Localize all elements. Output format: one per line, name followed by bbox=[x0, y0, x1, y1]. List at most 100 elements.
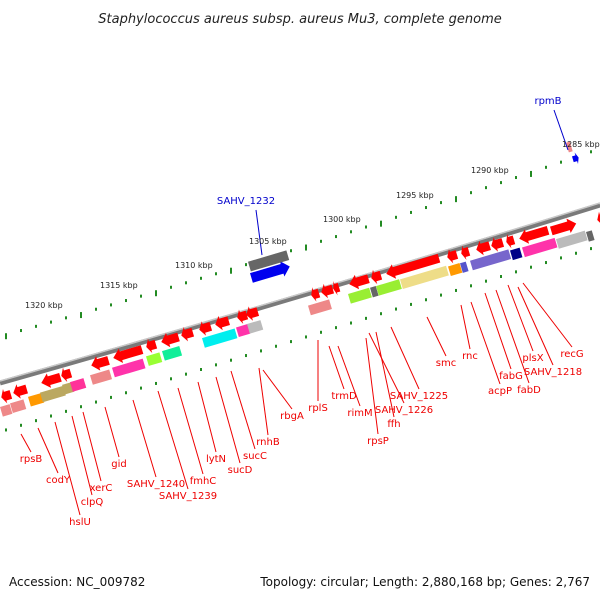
gene-label-rpsP[interactable]: rpsP bbox=[367, 436, 389, 447]
gene-arrow[interactable] bbox=[309, 286, 321, 303]
tick-mark bbox=[140, 294, 142, 298]
gene-arrow[interactable] bbox=[197, 319, 213, 337]
gene-arrow[interactable] bbox=[331, 280, 341, 296]
gene-box[interactable] bbox=[112, 358, 146, 378]
gene-box[interactable] bbox=[566, 141, 573, 153]
gene-arrow[interactable] bbox=[549, 216, 578, 238]
gene-box[interactable] bbox=[146, 352, 163, 366]
gene-label-rnhB[interactable]: rnhB bbox=[256, 437, 280, 448]
gene-label-rnc[interactable]: rnc bbox=[462, 351, 478, 362]
kbp-tick-ring bbox=[5, 150, 592, 432]
gene-arrow[interactable] bbox=[0, 387, 13, 404]
gene-arrow[interactable] bbox=[459, 244, 471, 261]
gene-arrow[interactable] bbox=[445, 247, 459, 264]
gene-label-acpP[interactable]: acpP bbox=[488, 386, 512, 397]
gene-box[interactable] bbox=[248, 250, 290, 272]
tick-mark bbox=[80, 405, 82, 409]
leader-line bbox=[553, 109, 569, 151]
gene-arrow[interactable] bbox=[504, 233, 516, 250]
gene-label-SAHV_1240[interactable]: SAHV_1240 bbox=[127, 479, 185, 490]
kbp-label: 1310 kbp bbox=[175, 261, 213, 270]
genome-backbone bbox=[0, 202, 600, 386]
gene-box[interactable] bbox=[348, 287, 372, 304]
kbp-label: 1290 kbp bbox=[471, 166, 509, 175]
gene-box[interactable] bbox=[162, 345, 183, 361]
gene-arrow[interactable] bbox=[179, 325, 195, 343]
gene-arrow[interactable] bbox=[384, 251, 441, 281]
gene-label-rpmB[interactable]: rpmB bbox=[534, 96, 561, 107]
tick-mark bbox=[335, 326, 337, 330]
gene-box[interactable] bbox=[40, 385, 66, 403]
gene-box[interactable] bbox=[470, 249, 512, 271]
gene-box[interactable] bbox=[0, 404, 13, 417]
gene-arrow[interactable] bbox=[159, 330, 181, 349]
gene-box[interactable] bbox=[202, 328, 238, 348]
gene-box[interactable] bbox=[522, 237, 558, 258]
gene-label-SAHV_1225[interactable]: SAHV_1225 bbox=[390, 391, 448, 402]
tick-mark bbox=[380, 220, 382, 227]
gene-arrow[interactable] bbox=[474, 239, 492, 257]
tick-mark bbox=[305, 244, 307, 251]
gene-box[interactable] bbox=[556, 230, 588, 249]
gene-label-SAHV_1226[interactable]: SAHV_1226 bbox=[375, 405, 433, 416]
gene-box[interactable] bbox=[28, 392, 45, 407]
gene-arrow[interactable] bbox=[111, 342, 144, 365]
gene-arrow[interactable] bbox=[89, 353, 111, 372]
gene-label-rpsB[interactable]: rpsB bbox=[20, 454, 43, 465]
gene-label-rbgA[interactable]: rbgA bbox=[280, 411, 304, 422]
gene-box[interactable] bbox=[247, 320, 264, 334]
gene-label-smc[interactable]: smc bbox=[436, 358, 456, 369]
gene-label-hslU[interactable]: hslU bbox=[69, 517, 91, 528]
gene-label-rplS[interactable]: rplS bbox=[308, 403, 328, 414]
gene-label-lytN[interactable]: lytN bbox=[206, 454, 226, 465]
gene-label-codY[interactable]: codY bbox=[46, 475, 71, 486]
gene-box[interactable] bbox=[586, 230, 595, 242]
gene-label-SAHV_1218[interactable]: SAHV_1218 bbox=[524, 367, 582, 378]
gene-label-ffh[interactable]: ffh bbox=[387, 419, 400, 430]
gene-label-SAHV_1232[interactable]: SAHV_1232 bbox=[217, 196, 275, 207]
gene-box[interactable] bbox=[376, 279, 402, 296]
gene-box[interactable] bbox=[460, 261, 469, 273]
gene-label-fmhC[interactable]: fmhC bbox=[190, 476, 217, 487]
gene-arrow[interactable] bbox=[144, 337, 158, 354]
tick-mark bbox=[125, 391, 127, 395]
gene-arrow[interactable] bbox=[244, 304, 260, 322]
gene-arrow[interactable] bbox=[39, 370, 62, 390]
gene-box[interactable] bbox=[510, 247, 523, 261]
gene-arrow[interactable] bbox=[347, 271, 370, 291]
gene-label-xerC[interactable]: xerC bbox=[90, 483, 113, 494]
gene-box[interactable] bbox=[370, 286, 379, 298]
gene-label-clpQ[interactable]: clpQ bbox=[81, 497, 104, 508]
gene-arrow[interactable] bbox=[517, 223, 550, 246]
gene-box[interactable] bbox=[400, 265, 449, 289]
gene-arrow-SAHV_1232[interactable] bbox=[249, 259, 292, 286]
gene-label-trmD[interactable]: trmD bbox=[331, 391, 357, 402]
gene-label-sucD[interactable]: sucD bbox=[228, 465, 253, 476]
gene-box[interactable] bbox=[448, 263, 463, 277]
gene-box[interactable] bbox=[236, 324, 251, 338]
gene-arrow[interactable] bbox=[213, 314, 231, 332]
gene-arrow-rpmB[interactable] bbox=[571, 152, 580, 165]
tick-mark bbox=[5, 333, 7, 340]
gene-label-fabD[interactable]: fabD bbox=[517, 385, 541, 396]
gene-arrow[interactable] bbox=[11, 382, 29, 400]
gene-arrow[interactable] bbox=[595, 210, 600, 227]
gene-label-recG[interactable]: recG bbox=[560, 349, 583, 360]
gene-arrow[interactable] bbox=[489, 235, 505, 253]
gene-label-SAHV_1239[interactable]: SAHV_1239 bbox=[159, 491, 217, 502]
gene-arrow[interactable] bbox=[369, 268, 383, 285]
gene-box[interactable] bbox=[70, 378, 87, 392]
gene-box[interactable] bbox=[10, 399, 27, 413]
gene-arrow[interactable] bbox=[319, 282, 335, 300]
gene-arrow[interactable] bbox=[235, 308, 249, 325]
gene-label-sucC[interactable]: sucC bbox=[243, 451, 267, 462]
gene-label-gid[interactable]: gid bbox=[111, 459, 126, 470]
gene-label-plsX[interactable]: plsX bbox=[522, 353, 543, 364]
tick-mark bbox=[245, 263, 247, 267]
gene-label-fabG[interactable]: fabG bbox=[499, 371, 523, 382]
gene-arrow[interactable] bbox=[59, 366, 73, 383]
gene-box[interactable] bbox=[90, 369, 113, 385]
tick-mark bbox=[470, 191, 472, 195]
gene-box[interactable] bbox=[308, 299, 332, 316]
gene-label-rimM[interactable]: rimM bbox=[347, 408, 372, 419]
